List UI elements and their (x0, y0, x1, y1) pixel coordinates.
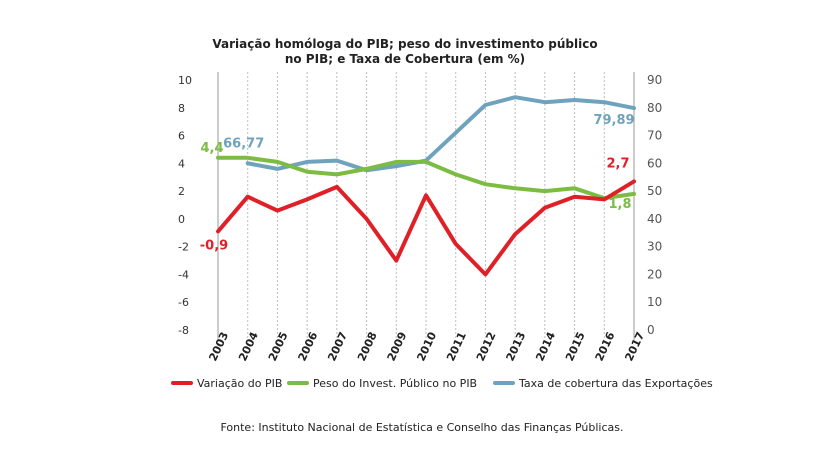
right-tick-label: 60 (647, 156, 662, 170)
x-tick-label-2017: 2017 (622, 330, 647, 363)
x-tick-label-2011: 2011 (444, 330, 469, 363)
x-tick-label-2005: 2005 (266, 330, 291, 363)
data-label: 66,77 (223, 136, 264, 151)
series-line-gdp (216, 179, 636, 277)
right-tick-label: 40 (647, 212, 662, 226)
left-tick-label: 8 (178, 102, 185, 115)
left-tick-label: 6 (178, 130, 185, 143)
x-tick-label-2010: 2010 (414, 330, 439, 364)
source-note: Fonte: Instituto Nacional de Estatística… (220, 421, 623, 434)
x-tick-label-2012: 2012 (474, 330, 499, 363)
series-lines (216, 95, 636, 277)
data-labels: -0,9 2,7 4,4 1,8 66,77 79,89 (200, 113, 635, 253)
legend-label-investment: Peso do Invest. Público no PIB (313, 377, 477, 390)
data-label: 79,89 (593, 113, 634, 128)
data-label: 4,4 (200, 141, 223, 156)
left-tick-label: -4 (178, 268, 189, 281)
left-tick-label: 10 (178, 74, 192, 87)
legend-label-coverage: Taxa de cobertura das Exportações (518, 377, 713, 390)
series-line-investment (216, 155, 636, 201)
x-axis-ticks: 2003 2004 2005 2006 2007 2008 2009 2010 2011 2012… (206, 330, 647, 364)
x-tick-label-2016: 2016 (593, 330, 618, 364)
x-tick-label-2015: 2015 (563, 330, 588, 363)
right-tick-label: 50 (647, 184, 662, 198)
x-tick-label-2014: 2014 (533, 330, 558, 364)
right-tick-label: 10 (647, 295, 662, 309)
x-tick-label-2003: 2003 (206, 330, 231, 363)
left-axis-ticks: 10 8 6 4 2 0 -2 -4 -6 -8 (178, 74, 192, 337)
x-tick-label-2013: 2013 (504, 330, 529, 363)
chart-title-line1: Variação homóloga do PIB; peso do invest… (212, 37, 597, 51)
legend: Variação do PIB Peso do Invest. Público … (171, 377, 713, 390)
legend-label-gdp: Variação do PIB (197, 377, 282, 390)
right-axis-ticks: 90 80 70 60 50 40 30 20 10 0 (647, 73, 662, 337)
right-tick-label: 0 (647, 323, 655, 337)
data-label: -0,9 (200, 238, 228, 253)
series-line-coverage (245, 95, 636, 173)
right-tick-label: 70 (647, 129, 662, 143)
left-tick-label: -6 (178, 296, 189, 309)
right-tick-label: 80 (647, 101, 662, 115)
x-tick-label-2009: 2009 (385, 330, 410, 363)
right-tick-label: 90 (647, 73, 662, 87)
x-tick-label-2004: 2004 (236, 330, 261, 364)
left-tick-label: 2 (178, 185, 185, 198)
data-label: 2,7 (606, 156, 629, 171)
left-tick-label: -8 (178, 324, 189, 337)
right-tick-label: 30 (647, 240, 662, 254)
x-tick-label-2007: 2007 (325, 330, 350, 363)
left-tick-label: 4 (178, 157, 185, 170)
left-tick-label: 0 (178, 213, 185, 226)
gridlines (217, 72, 635, 342)
x-tick-label-2008: 2008 (355, 330, 380, 363)
right-tick-label: 20 (647, 267, 662, 281)
x-tick-label-2006: 2006 (296, 330, 321, 364)
data-label: 1,8 (608, 197, 631, 212)
chart-title-line2: no PIB; e Taxa de Cobertura (em %) (285, 52, 525, 66)
left-tick-label: -2 (178, 241, 189, 254)
